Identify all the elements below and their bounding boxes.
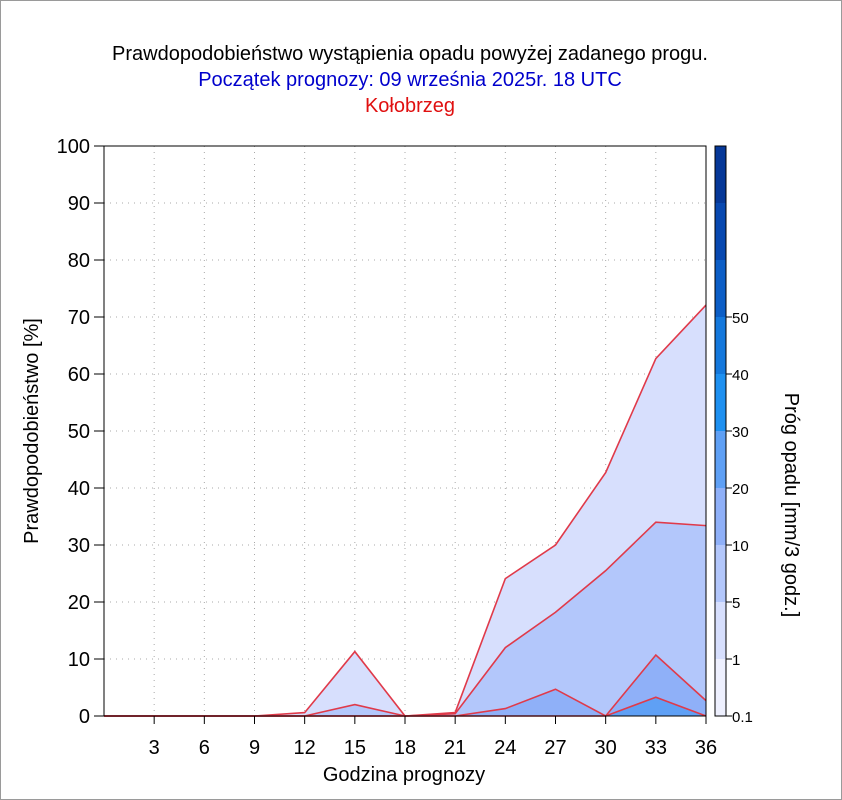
x-tick-label: 21 bbox=[444, 737, 466, 759]
colorbar-tick-label: 50 bbox=[732, 310, 749, 327]
y-tick-label: 50 bbox=[68, 421, 90, 443]
x-axis: 3 6 9 12 15 18 21 24 27 30 33 36 bbox=[149, 716, 717, 759]
colorbar-tick-label: 30 bbox=[732, 424, 749, 441]
chart-title: Prawdopodobieństwo wystąpienia opadu pow… bbox=[112, 43, 708, 65]
x-tick-label: 30 bbox=[595, 737, 617, 759]
x-tick-label: 27 bbox=[544, 737, 566, 759]
x-tick-label: 12 bbox=[294, 737, 316, 759]
colorbar-tick-label: 0.1 bbox=[732, 709, 753, 726]
areas bbox=[104, 305, 706, 716]
y-axis-label: Prawdopodobieństwo [%] bbox=[21, 318, 43, 544]
y-tick-label: 70 bbox=[68, 307, 90, 329]
y-tick-label: 40 bbox=[68, 478, 90, 500]
colorbar-segment bbox=[715, 488, 726, 545]
colorbar-tick-label: 1 bbox=[732, 652, 740, 669]
location-subtitle: Kołobrzeg bbox=[364, 95, 456, 117]
colorbar-tick-label: 20 bbox=[732, 481, 749, 498]
colorbar-label: Próg opadu [mm/3 godz.] bbox=[780, 393, 802, 618]
forecast-start-subtitle: Początek prognozy: 09 września 2025r. 18… bbox=[198, 69, 622, 91]
y-tick-label: 20 bbox=[68, 592, 90, 614]
colorbar-segment bbox=[715, 602, 726, 659]
y-tick-label: 90 bbox=[68, 193, 90, 215]
area-threshold-1 bbox=[104, 522, 706, 716]
x-axis-label: Godzina prognozy bbox=[323, 764, 485, 786]
colorbar-tick-label: 40 bbox=[732, 367, 749, 384]
colorbar-segment bbox=[715, 545, 726, 602]
x-tick-label: 33 bbox=[645, 737, 667, 759]
colorbar-segment bbox=[715, 203, 726, 260]
x-tick-label: 18 bbox=[394, 737, 416, 759]
y-tick-label: 60 bbox=[68, 364, 90, 386]
x-tick-label: 9 bbox=[249, 737, 260, 759]
area-threshold-5 bbox=[104, 655, 706, 716]
y-tick-label: 80 bbox=[68, 250, 90, 272]
x-tick-label: 24 bbox=[494, 737, 516, 759]
y-tick-label: 10 bbox=[68, 649, 90, 671]
y-tick-label: 100 bbox=[57, 136, 90, 158]
colorbar-tick-label: 5 bbox=[732, 595, 740, 612]
x-tick-label: 6 bbox=[199, 737, 210, 759]
colorbar-tick-label: 10 bbox=[732, 538, 749, 555]
colorbar: 0.1 1 5 10 20 30 40 50 bbox=[714, 145, 753, 726]
x-tick-label: 3 bbox=[149, 737, 160, 759]
y-axis: 0 10 20 30 40 50 60 70 80 90 100 bbox=[57, 136, 104, 728]
colorbar-segment bbox=[715, 431, 726, 488]
x-tick-label: 36 bbox=[695, 737, 717, 759]
area-threshold-10 bbox=[104, 697, 706, 716]
x-tick-label: 15 bbox=[344, 737, 366, 759]
colorbar-segment bbox=[715, 260, 726, 317]
colorbar-segment bbox=[715, 374, 726, 431]
colorbar-segment bbox=[715, 659, 726, 716]
y-tick-label: 30 bbox=[68, 535, 90, 557]
y-tick-label: 0 bbox=[79, 706, 90, 728]
colorbar-segment bbox=[715, 146, 726, 203]
colorbar-segment bbox=[715, 317, 726, 374]
